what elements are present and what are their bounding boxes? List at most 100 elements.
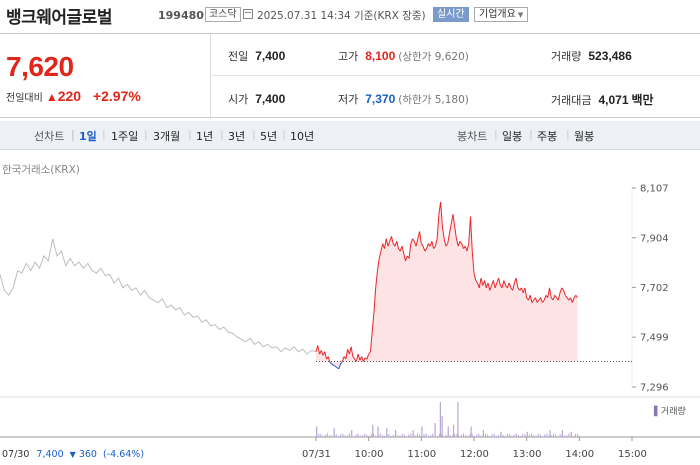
today-line-segment: [478, 277, 482, 288]
realtime-button[interactable]: 실시간: [433, 7, 469, 22]
today-line-segment: [494, 282, 498, 289]
today-line-segment: [410, 238, 414, 244]
tab-monthly[interactable]: 월봉: [574, 130, 595, 143]
volume-bar: [353, 435, 355, 437]
x-axis-labels: 07/31 10:00 11:00 12:00 13:00 14:00 15:00: [302, 437, 647, 460]
today-line-segment: [422, 245, 426, 252]
volume-bar: [395, 430, 397, 437]
chart-period-tabs: 선차트 1일 1주일 3개월 1년 3년 5년 10년 | | | | | | …: [0, 121, 700, 150]
divider: |: [220, 128, 224, 141]
today-line-segment: [554, 294, 557, 298]
volume-bar: [478, 433, 480, 437]
volume-bar: [471, 434, 473, 437]
today-line-segment: [540, 297, 543, 303]
market-badge: 코스닥: [205, 7, 241, 22]
volume-bar: [535, 435, 537, 437]
divider: |: [102, 128, 106, 141]
volume-bar: [537, 433, 539, 437]
tab-10y[interactable]: 10년: [290, 130, 315, 143]
today-line-segment: [531, 299, 535, 303]
tab-1w[interactable]: 1주일: [111, 130, 139, 143]
today-line-segment: [501, 280, 505, 288]
tab-5y[interactable]: 5년: [260, 130, 278, 143]
chart-gridlines: [0, 188, 700, 438]
x-tick-label: 07/31: [302, 449, 331, 460]
tab-weekly[interactable]: 주봉: [537, 130, 558, 143]
volume-bar: [491, 434, 493, 437]
volume-bar: [546, 433, 548, 437]
volume-bar: [526, 431, 528, 437]
line-chart-label: 선차트: [34, 130, 65, 143]
volume-bar: [324, 434, 326, 437]
volume-bar: [373, 433, 375, 437]
volume-bar: [434, 423, 436, 437]
volume-bar: [443, 435, 445, 437]
tab-1y[interactable]: 1년: [196, 130, 214, 143]
today-line-segment: [436, 214, 440, 239]
today-line-segment: [405, 255, 408, 262]
divider: |: [252, 128, 256, 141]
today-line-segment: [543, 295, 547, 301]
today-line-segment: [452, 214, 456, 227]
y-tick-label: 7,499: [640, 333, 669, 344]
today-line-segment: [415, 238, 419, 247]
volume-bar: [482, 430, 484, 437]
volume-bar: [458, 435, 460, 437]
today-line-segment: [443, 238, 447, 247]
volume-bar: [386, 428, 388, 437]
x-tick-label: 10:00: [355, 449, 384, 460]
chart-fill: [316, 202, 578, 369]
divider: [210, 75, 700, 76]
today-line-segment: [552, 295, 556, 301]
volume-bar: [465, 435, 467, 437]
volume-bar: [427, 435, 429, 437]
x-tick-label: 12:00: [460, 449, 489, 460]
y-tick-label: 7,702: [640, 283, 669, 294]
price-chart[interactable]: 한국거래소(KRX) 8,107 7,904 7,702 7,499 7,296 07/…: [0, 150, 700, 465]
today-line-segment: [455, 238, 459, 247]
volume-bar: [419, 434, 421, 437]
x-tick-label: 11:00: [407, 449, 436, 460]
volume-bar: [452, 424, 455, 437]
price-change: 전일대비 ▲220 +2.97%: [6, 88, 141, 104]
today-line-segment: [396, 241, 399, 249]
volume-bar: [355, 434, 357, 437]
today-line-segment: [380, 243, 384, 252]
volume-bar: [388, 434, 390, 437]
volume-bar: [566, 435, 568, 437]
volume-bar: [480, 435, 482, 437]
volume-bar: [410, 433, 412, 437]
volume-bar: [381, 435, 383, 437]
divider: |: [566, 128, 570, 141]
volume-bar: [372, 424, 374, 437]
today-line-segment: [403, 253, 407, 261]
today-line-segment: [426, 243, 429, 249]
volume-bar: [337, 435, 339, 437]
today-line-segment: [448, 223, 452, 234]
volume-bar: [470, 426, 472, 437]
today-line-segment: [457, 241, 461, 247]
today-line-segment: [341, 356, 345, 362]
divider: |: [188, 128, 192, 141]
volume-bar: [533, 435, 535, 437]
tab-3m[interactable]: 3개월: [153, 130, 181, 143]
volume-bar: [557, 435, 559, 437]
today-line-segment: [419, 231, 422, 244]
volume-bar: [379, 433, 381, 437]
today-line-segment: [335, 365, 338, 369]
change-percent: +2.97%: [92, 88, 141, 104]
company-info-dropdown[interactable]: 기업개요 ▼: [474, 7, 529, 22]
volume-bar: [447, 426, 449, 437]
tab-daily[interactable]: 일봉: [502, 130, 523, 143]
volume-bar: [322, 435, 324, 437]
volume-bar: [549, 430, 551, 437]
divider: |: [71, 128, 75, 141]
tab-1d[interactable]: 1일: [79, 130, 97, 143]
tab-3y[interactable]: 3년: [228, 130, 246, 143]
x-tick-label: 15:00: [618, 449, 647, 460]
volume-bar: [539, 434, 541, 437]
today-line-segment: [468, 216, 471, 244]
today-line-segment: [355, 354, 359, 362]
volume-bar: [457, 402, 459, 437]
stat-volume: 거래량 523,486: [551, 49, 632, 63]
